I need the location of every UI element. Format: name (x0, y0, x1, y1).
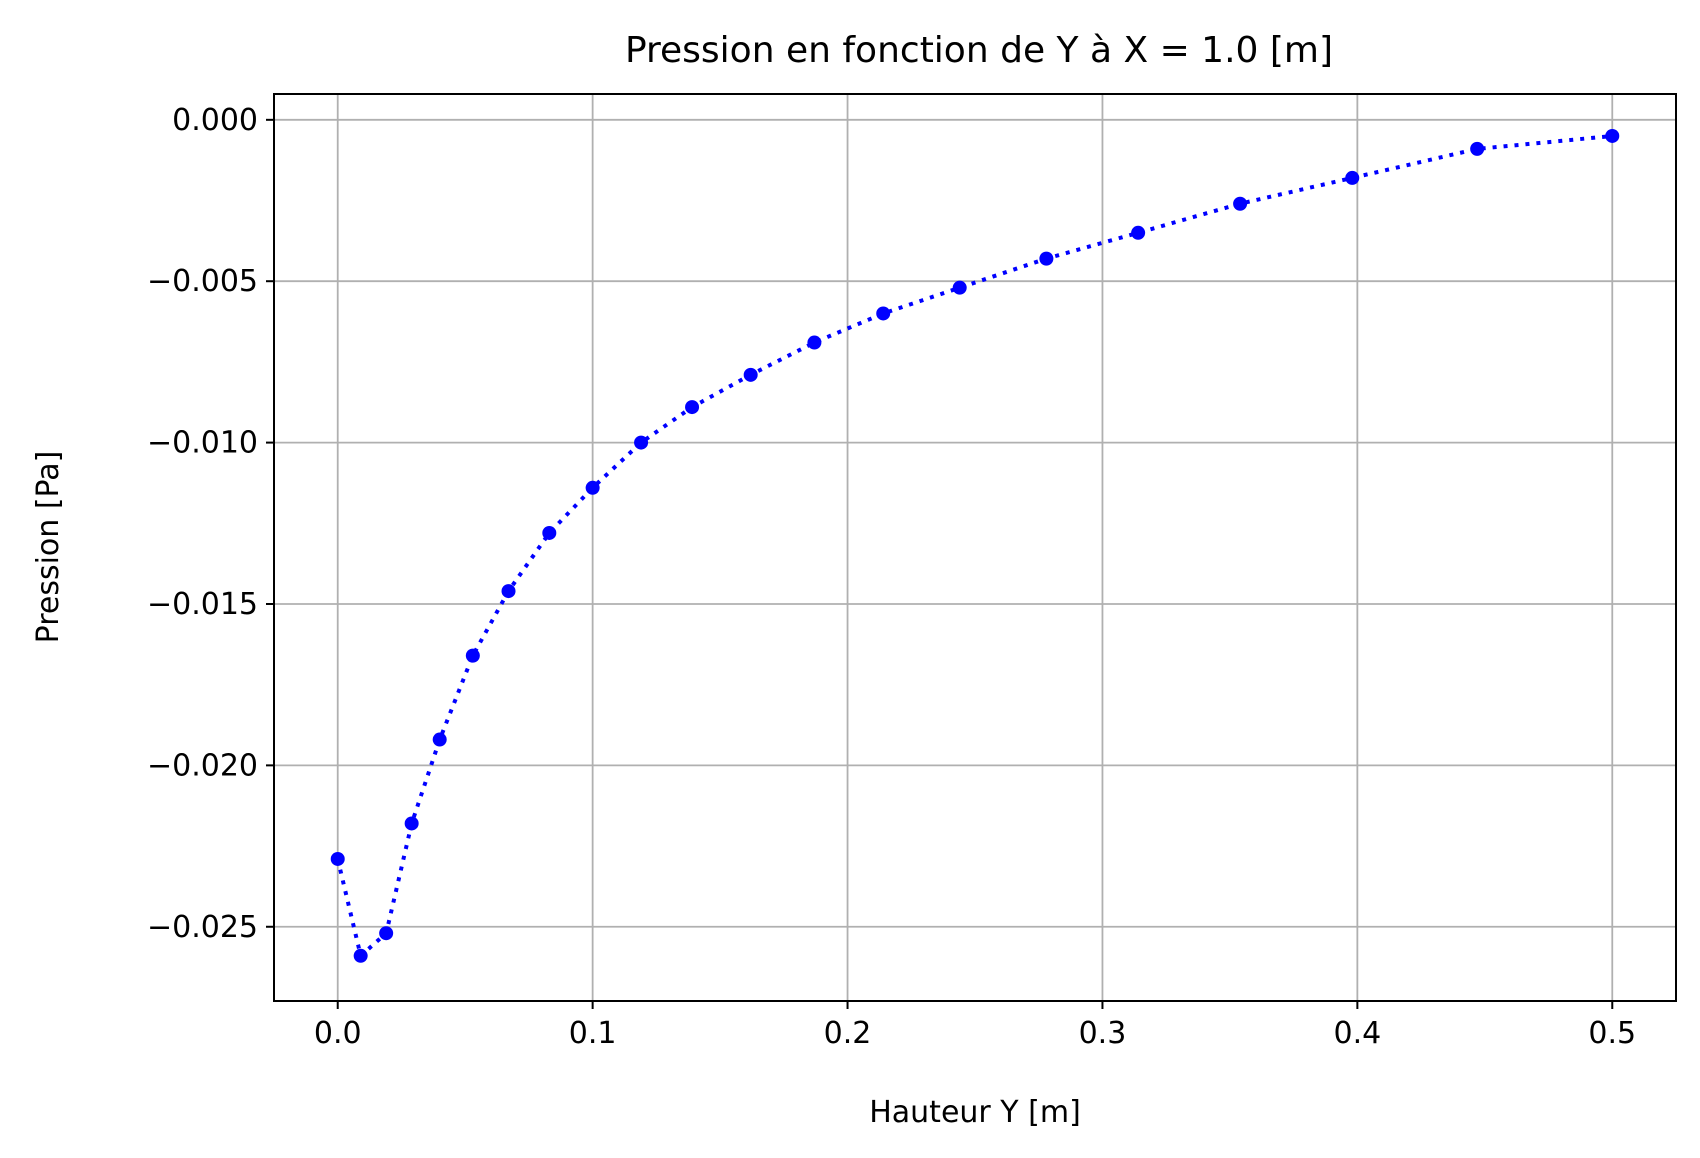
y-tick-label: −0.010 (147, 426, 258, 461)
data-point (807, 335, 822, 350)
x-tick-label: 0.0 (314, 1016, 362, 1051)
y-tick-label: 0.000 (172, 103, 258, 138)
chart-title: Pression en fonction de Y à X = 1.0 [m] (625, 30, 1333, 71)
axis-ticks: 0.0 0.1 0.2 0.3 0.4 0.5 0.000 −0.005 −0.010 −0.01… (147, 103, 1636, 1051)
data-point (685, 400, 700, 415)
y-tick-label: −0.020 (147, 748, 258, 783)
data-point (1131, 225, 1146, 240)
data-point (1039, 251, 1054, 266)
data-point (432, 732, 447, 747)
data-point (585, 480, 600, 495)
data-point (330, 851, 345, 866)
plot-frame (273, 93, 1677, 1002)
data-point (353, 948, 368, 963)
data-point (1470, 141, 1485, 156)
data-point (501, 584, 516, 599)
x-tick-label: 0.5 (1588, 1016, 1636, 1051)
data-point (404, 816, 419, 831)
y-tick-label: −0.005 (147, 264, 258, 299)
x-axis-label: Hauteur Y [m] (869, 1095, 1081, 1130)
data-point (952, 280, 967, 295)
y-tick-label: −0.015 (147, 587, 258, 622)
data-point (876, 306, 891, 321)
grid-lines (274, 94, 1676, 1001)
x-tick-label: 0.1 (569, 1016, 617, 1051)
x-tick-label: 0.2 (824, 1016, 872, 1051)
data-series (330, 128, 1620, 963)
y-axis-label: Pression [Pa] (31, 451, 66, 644)
x-tick-label: 0.4 (1334, 1016, 1382, 1051)
data-point (634, 435, 649, 450)
data-point (1605, 128, 1620, 143)
data-point (542, 525, 557, 540)
data-point (465, 648, 480, 663)
data-point (1233, 196, 1248, 211)
data-point (743, 367, 758, 382)
data-point (1345, 170, 1360, 185)
x-tick-label: 0.3 (1079, 1016, 1127, 1051)
data-point (379, 926, 394, 941)
y-tick-label: −0.025 (147, 910, 258, 945)
